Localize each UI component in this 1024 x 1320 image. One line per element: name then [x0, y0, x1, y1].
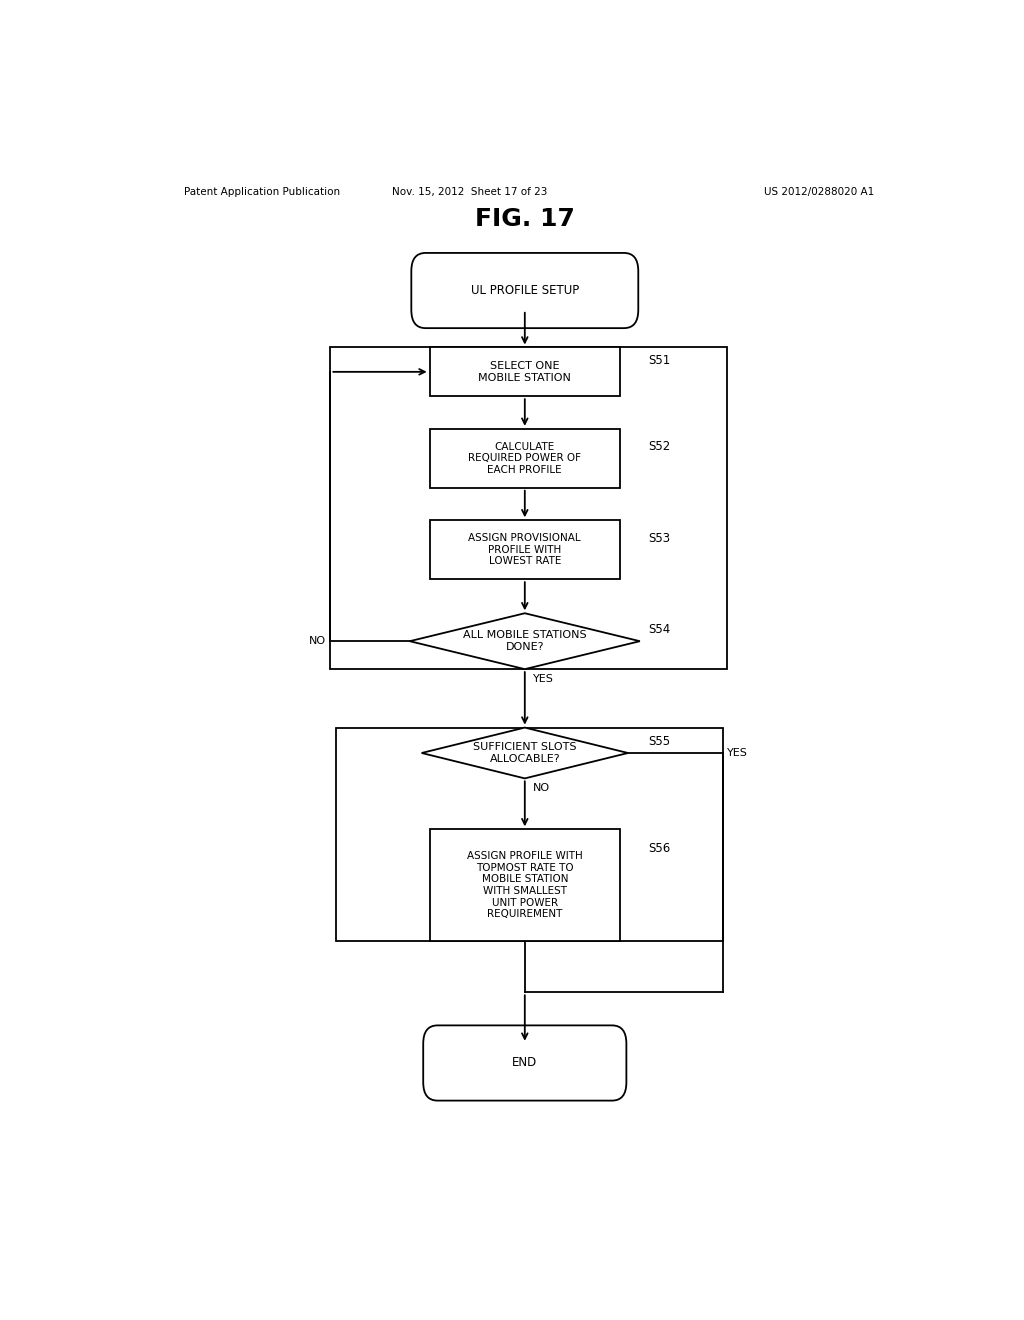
Bar: [430, 829, 621, 941]
Text: FIG. 17: FIG. 17: [475, 207, 574, 231]
Text: Nov. 15, 2012  Sheet 17 of 23: Nov. 15, 2012 Sheet 17 of 23: [391, 187, 547, 197]
Text: NO: NO: [309, 636, 327, 647]
Bar: [430, 429, 621, 487]
Text: S53: S53: [648, 532, 670, 545]
Text: SELECT ONE
MOBILE STATION: SELECT ONE MOBILE STATION: [478, 362, 571, 383]
Text: US 2012/0288020 A1: US 2012/0288020 A1: [764, 187, 873, 197]
Bar: [430, 520, 621, 579]
Text: CALCULATE
REQUIRED POWER OF
EACH PROFILE: CALCULATE REQUIRED POWER OF EACH PROFILE: [468, 442, 582, 475]
Text: SUFFICIENT SLOTS
ALLOCABLE?: SUFFICIENT SLOTS ALLOCABLE?: [473, 742, 577, 764]
Text: S51: S51: [648, 354, 670, 367]
FancyBboxPatch shape: [412, 253, 638, 329]
Text: S54: S54: [648, 623, 670, 636]
Text: ASSIGN PROVISIONAL
PROFILE WITH
LOWEST RATE: ASSIGN PROVISIONAL PROFILE WITH LOWEST R…: [469, 533, 581, 566]
Text: UL PROFILE SETUP: UL PROFILE SETUP: [471, 284, 579, 297]
Text: S55: S55: [648, 735, 670, 748]
Text: YES: YES: [727, 748, 749, 758]
Text: S56: S56: [648, 842, 670, 854]
Text: Patent Application Publication: Patent Application Publication: [183, 187, 340, 197]
Bar: [336, 727, 723, 941]
Polygon shape: [422, 727, 628, 779]
Text: NO: NO: [532, 784, 550, 793]
Text: S52: S52: [648, 440, 670, 453]
Text: YES: YES: [532, 675, 554, 684]
Text: ASSIGN PROFILE WITH
TOPMOST RATE TO
MOBILE STATION
WITH SMALLEST
UNIT POWER
REQU: ASSIGN PROFILE WITH TOPMOST RATE TO MOBI…: [467, 851, 583, 919]
FancyBboxPatch shape: [423, 1026, 627, 1101]
Text: END: END: [512, 1056, 538, 1069]
Bar: [331, 347, 727, 669]
Text: ALL MOBILE STATIONS
DONE?: ALL MOBILE STATIONS DONE?: [463, 631, 587, 652]
Polygon shape: [410, 614, 640, 669]
Bar: [430, 347, 621, 396]
